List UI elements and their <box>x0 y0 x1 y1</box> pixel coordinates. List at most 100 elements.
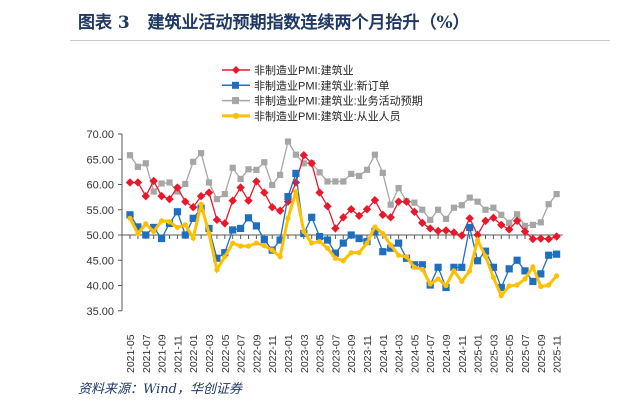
data-point <box>411 264 417 270</box>
data-point <box>473 230 482 240</box>
data-point <box>174 224 180 231</box>
data-point <box>308 213 316 221</box>
data-point <box>553 250 561 258</box>
data-point <box>356 250 362 256</box>
data-point <box>252 222 260 230</box>
data-point <box>379 248 387 256</box>
data-point <box>293 188 299 195</box>
data-point <box>529 277 537 286</box>
data-point <box>498 211 505 218</box>
data-point <box>285 215 291 221</box>
data-point <box>213 254 221 262</box>
data-point <box>395 239 403 247</box>
data-point <box>443 282 449 289</box>
data-point <box>537 219 544 226</box>
data-point <box>546 282 552 288</box>
data-point <box>482 206 489 213</box>
x-tick-label: 2021-09 <box>157 334 169 373</box>
data-point <box>457 231 467 240</box>
data-point <box>220 219 230 228</box>
data-point <box>348 250 354 256</box>
data-point <box>372 224 378 230</box>
data-point <box>340 258 346 264</box>
data-point <box>370 195 380 205</box>
data-point <box>134 163 141 170</box>
legend-label: 非制造业PMI:建筑业:新订单 <box>254 78 390 92</box>
legend-label: 非制造业PMI:建筑业:从业人员 <box>254 109 401 123</box>
data-point <box>435 206 442 213</box>
data-point <box>363 166 371 173</box>
data-point <box>544 234 553 244</box>
data-point <box>425 224 435 233</box>
data-point <box>182 222 188 228</box>
data-point <box>126 211 134 219</box>
y-tick-label: 65.00 <box>86 154 114 166</box>
data-point <box>214 267 220 273</box>
data-point <box>188 203 198 212</box>
data-point <box>142 231 150 239</box>
y-tick-label: 40.00 <box>86 281 114 293</box>
data-point <box>474 198 481 205</box>
data-point <box>521 222 529 230</box>
series-0 <box>125 151 561 244</box>
data-point <box>371 151 378 158</box>
data-point <box>316 169 323 176</box>
data-point <box>450 204 457 211</box>
data-point <box>181 231 189 239</box>
data-point <box>158 234 166 243</box>
data-point <box>324 245 331 251</box>
series-3 <box>127 188 560 299</box>
data-point <box>379 169 386 176</box>
data-point <box>222 254 228 260</box>
data-point <box>245 166 252 173</box>
x-tick-label: 2021-07 <box>141 334 153 373</box>
data-point <box>190 235 196 241</box>
data-point <box>126 152 134 159</box>
data-point <box>554 273 560 279</box>
data-point <box>166 179 173 186</box>
data-point <box>466 223 474 232</box>
data-point <box>269 247 275 253</box>
data-point <box>395 184 402 192</box>
legend-label: 非制造业PMI:建筑业 <box>254 63 354 77</box>
data-point <box>244 196 253 205</box>
data-point <box>198 150 205 157</box>
data-point <box>332 255 338 261</box>
data-point <box>158 180 165 187</box>
data-point <box>331 224 340 233</box>
x-tick-label: 2025-11 <box>552 335 564 373</box>
data-point <box>307 159 316 168</box>
x-tick-label: 2025-07 <box>520 334 532 373</box>
x-tick-label: 2024-07 <box>425 334 437 373</box>
data-point <box>301 228 307 235</box>
data-point <box>205 179 213 186</box>
data-point <box>237 224 245 233</box>
data-point <box>245 243 252 249</box>
title-divider <box>70 40 610 41</box>
data-point <box>229 226 237 234</box>
legend-marker <box>232 66 240 74</box>
data-point <box>490 204 497 211</box>
legend-label: 非制造业PMI:建筑业:业务活动预期 <box>254 94 423 108</box>
data-point <box>441 226 451 235</box>
data-point <box>125 178 135 187</box>
data-point <box>292 169 300 177</box>
x-tick-label: 2023-05 <box>315 334 327 373</box>
data-point <box>506 283 512 289</box>
data-point <box>529 221 536 228</box>
data-point <box>340 178 347 185</box>
data-point <box>236 183 245 192</box>
data-point <box>299 151 309 160</box>
data-point <box>522 276 528 282</box>
data-point <box>427 281 433 287</box>
x-tick-label: 2024-03 <box>394 334 406 373</box>
x-tick-label: 2022-09 <box>251 334 263 373</box>
data-point <box>347 231 355 239</box>
data-point <box>229 164 236 171</box>
data-point <box>380 230 386 237</box>
data-point <box>388 242 394 248</box>
data-point <box>545 251 553 259</box>
data-point <box>346 205 356 214</box>
y-tick-label: 50.00 <box>86 230 114 242</box>
data-point <box>465 214 474 223</box>
